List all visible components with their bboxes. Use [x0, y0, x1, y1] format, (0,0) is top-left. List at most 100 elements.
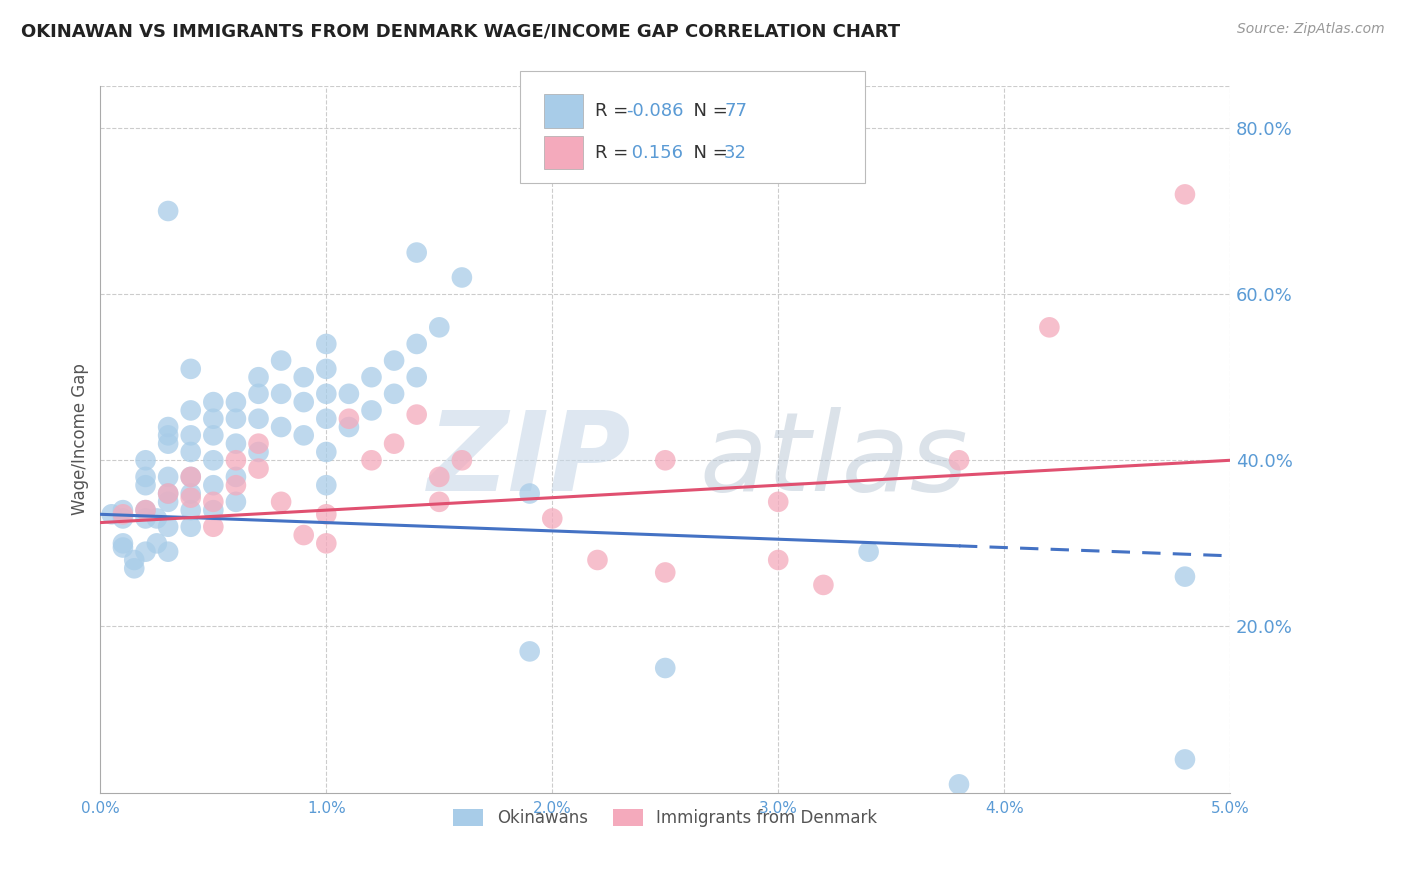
- Point: [360, 403, 382, 417]
- Point: [768, 553, 790, 567]
- Point: [225, 411, 247, 425]
- Point: [813, 578, 835, 592]
- Point: [360, 370, 382, 384]
- Point: [202, 495, 225, 509]
- Point: [247, 461, 270, 475]
- Point: [519, 644, 541, 658]
- Point: [157, 204, 180, 219]
- Point: [135, 453, 157, 467]
- Point: [247, 411, 270, 425]
- Point: [337, 386, 360, 401]
- Point: [405, 408, 427, 422]
- Point: [315, 445, 337, 459]
- Point: [157, 520, 180, 534]
- Text: R =: R =: [595, 144, 634, 161]
- Point: [247, 445, 270, 459]
- Point: [225, 453, 247, 467]
- Point: [315, 411, 337, 425]
- Point: [1174, 752, 1197, 766]
- Text: N =: N =: [682, 102, 734, 120]
- Point: [315, 337, 337, 351]
- Point: [270, 420, 292, 434]
- Text: -0.086: -0.086: [626, 102, 683, 120]
- Point: [948, 453, 970, 467]
- Point: [405, 337, 427, 351]
- Point: [202, 453, 225, 467]
- Text: Source: ZipAtlas.com: Source: ZipAtlas.com: [1237, 22, 1385, 37]
- Point: [270, 353, 292, 368]
- Point: [180, 520, 202, 534]
- Point: [270, 386, 292, 401]
- Point: [202, 428, 225, 442]
- Text: 0.156: 0.156: [626, 144, 683, 161]
- Point: [654, 566, 676, 580]
- Point: [225, 478, 247, 492]
- Point: [292, 370, 315, 384]
- Y-axis label: Wage/Income Gap: Wage/Income Gap: [72, 364, 89, 516]
- Point: [100, 508, 122, 522]
- Text: atlas: atlas: [699, 407, 967, 514]
- Point: [146, 536, 169, 550]
- Point: [202, 411, 225, 425]
- Point: [654, 661, 676, 675]
- Point: [135, 511, 157, 525]
- Point: [451, 270, 474, 285]
- Point: [225, 470, 247, 484]
- Point: [157, 420, 180, 434]
- Point: [157, 544, 180, 558]
- Point: [292, 528, 315, 542]
- Point: [337, 420, 360, 434]
- Point: [180, 403, 202, 417]
- Point: [180, 486, 202, 500]
- Point: [180, 470, 202, 484]
- Point: [586, 553, 609, 567]
- Point: [122, 561, 145, 575]
- Point: [292, 428, 315, 442]
- Point: [541, 511, 564, 525]
- Point: [111, 536, 134, 550]
- Point: [157, 470, 180, 484]
- Point: [180, 445, 202, 459]
- Point: [270, 495, 292, 509]
- Point: [382, 386, 405, 401]
- Point: [202, 503, 225, 517]
- Point: [111, 503, 134, 517]
- Point: [768, 495, 790, 509]
- Point: [135, 478, 157, 492]
- Point: [135, 470, 157, 484]
- Point: [315, 386, 337, 401]
- Point: [1174, 569, 1197, 583]
- Point: [519, 486, 541, 500]
- Point: [382, 436, 405, 450]
- Point: [180, 362, 202, 376]
- Point: [157, 486, 180, 500]
- Point: [315, 478, 337, 492]
- Point: [180, 503, 202, 517]
- Point: [225, 395, 247, 409]
- Point: [1174, 187, 1197, 202]
- Point: [382, 353, 405, 368]
- Point: [202, 520, 225, 534]
- Point: [146, 511, 169, 525]
- Point: [157, 428, 180, 442]
- Point: [180, 470, 202, 484]
- Point: [157, 436, 180, 450]
- Point: [135, 544, 157, 558]
- Text: OKINAWAN VS IMMIGRANTS FROM DENMARK WAGE/INCOME GAP CORRELATION CHART: OKINAWAN VS IMMIGRANTS FROM DENMARK WAGE…: [21, 22, 900, 40]
- Text: R =: R =: [595, 102, 634, 120]
- Point: [360, 453, 382, 467]
- Point: [247, 436, 270, 450]
- Point: [427, 470, 450, 484]
- Point: [135, 503, 157, 517]
- Point: [405, 370, 427, 384]
- Point: [427, 495, 450, 509]
- Point: [654, 453, 676, 467]
- Point: [247, 386, 270, 401]
- Point: [315, 508, 337, 522]
- Point: [225, 495, 247, 509]
- Point: [225, 436, 247, 450]
- Text: 32: 32: [724, 144, 747, 161]
- Legend: Okinawans, Immigrants from Denmark: Okinawans, Immigrants from Denmark: [447, 802, 884, 834]
- Point: [948, 777, 970, 791]
- Point: [247, 370, 270, 384]
